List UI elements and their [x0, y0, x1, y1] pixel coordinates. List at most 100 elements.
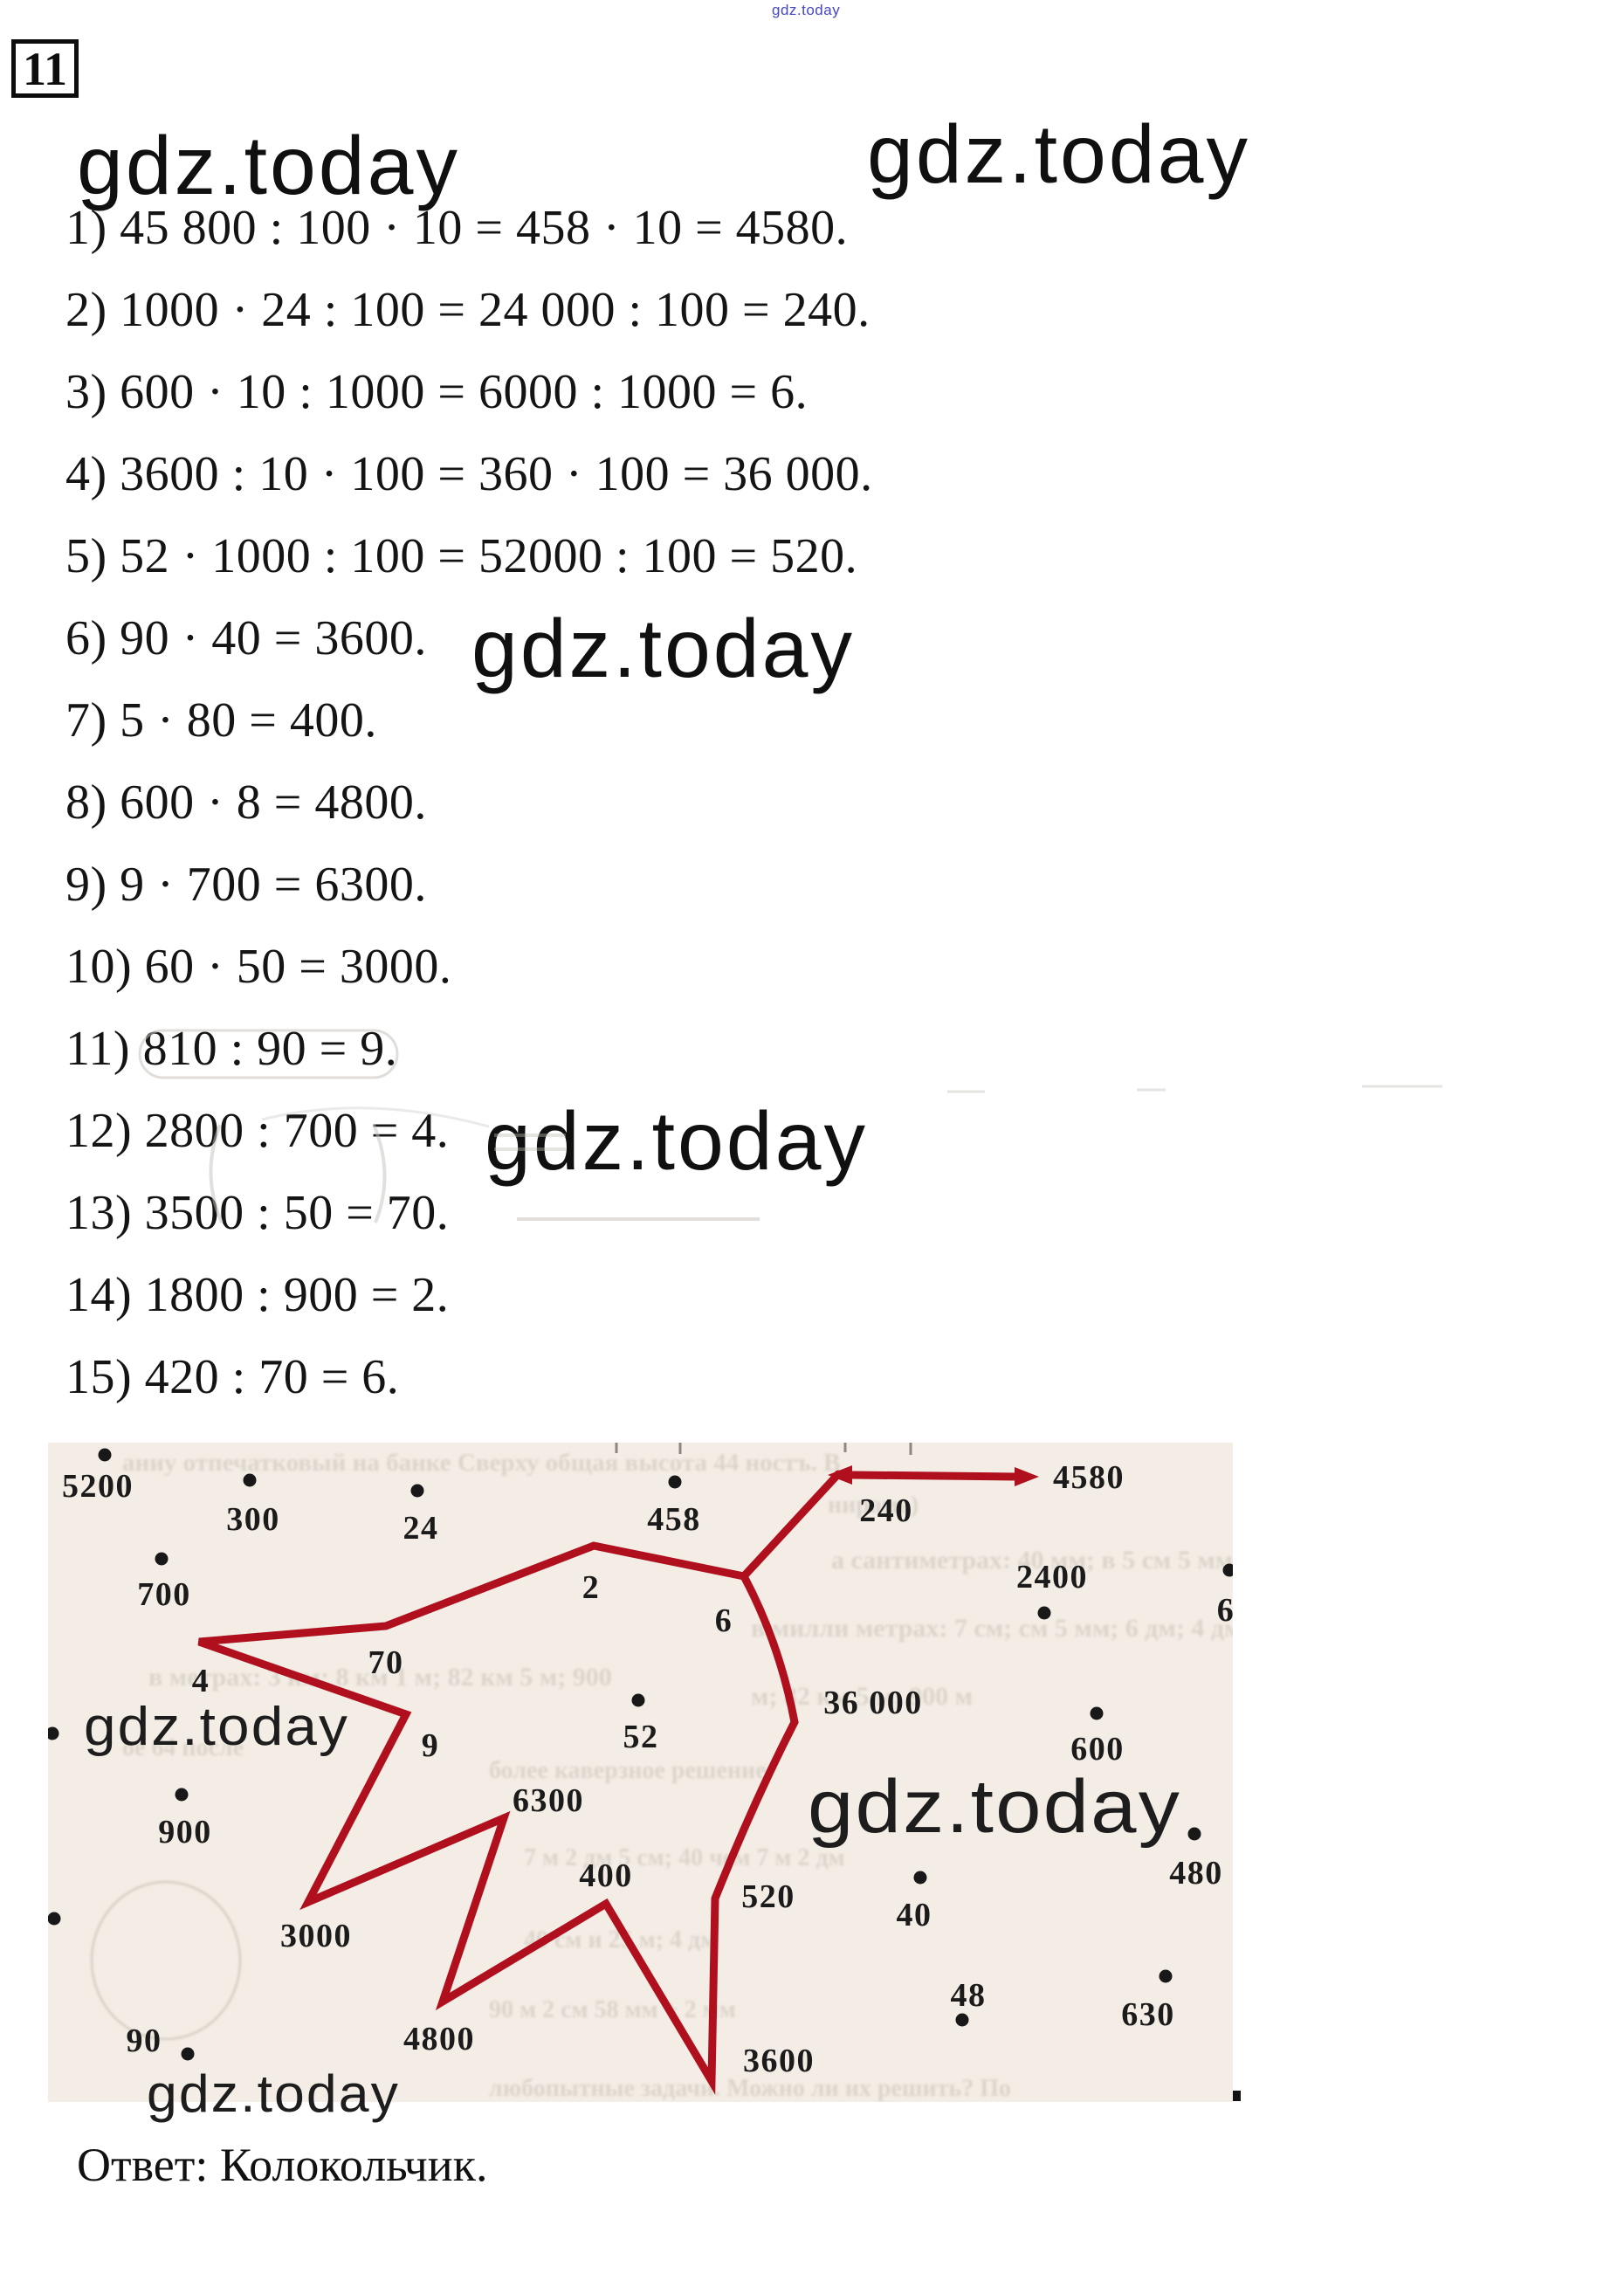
- ghost-text: в милли метрах: 7 см; см 5 мм; 6 дм; 4 д…: [751, 1614, 1304, 1643]
- scan-edge-marks: [615, 1443, 912, 1455]
- watermark-eq6: gdz.today: [471, 603, 855, 695]
- figure-dot: [155, 1552, 169, 1566]
- ghost-text: в метрах: 3 км; 8 км 1 м; 82 км 5 м; 900: [148, 1663, 612, 1692]
- figure-dot: [48, 1726, 59, 1740]
- ghost-text: любопытные задачи. Можно ли их решить? П…: [489, 2075, 1011, 2102]
- figure-label-5200: 5200: [62, 1468, 134, 1505]
- figure-label-2: 2: [582, 1569, 601, 1606]
- figure-dot: [668, 1475, 682, 1489]
- ghost-text: 7 м 2 дм 5 см; 40 чем 7 м 2 дм: [524, 1844, 845, 1871]
- figure-label-400: 400: [579, 1857, 633, 1894]
- arrowhead-right-icon: [1015, 1467, 1039, 1486]
- figure-dot: [175, 1788, 189, 1802]
- equation-line: 3) 600 · 10 : 1000 = 6000 : 1000 = 6.: [65, 365, 809, 419]
- figure-label-52: 52: [623, 1719, 659, 1755]
- ghost-stroke: [261, 1106, 490, 1128]
- figure-label-90: 90: [127, 2023, 162, 2059]
- equation-line: 9) 9 · 700 = 6300.: [65, 858, 427, 912]
- ghost-text: 90 м 2 см 58 мм + 2 мм: [489, 1996, 736, 2023]
- figure-label-9: 9: [422, 1727, 440, 1764]
- equation-line: 13) 3500 : 50 = 70.: [65, 1186, 450, 1240]
- figure-dot: [48, 1912, 61, 1926]
- answer-line: Ответ: Колокольчик.: [77, 2139, 488, 2191]
- watermark-scan: gdz.today: [84, 1697, 349, 1757]
- figure-label-36000: 36 000: [823, 1685, 923, 1721]
- ghost-dashes: [947, 1085, 1442, 1093]
- figure-dot: [410, 1484, 424, 1498]
- figure-dot: [631, 1693, 645, 1707]
- ghost-text: более каверзное решение: [489, 1757, 767, 1784]
- figure-label-4800: 4800: [403, 2021, 475, 2057]
- figure-label-40: 40: [897, 1897, 932, 1933]
- figure-label-40: 40: [0, 1781, 36, 1817]
- equation-line: 1) 45 800 : 100 · 10 = 458 · 10 = 4580.: [65, 201, 849, 255]
- figure-dot: [98, 1448, 112, 1462]
- ghost-paren-right: [372, 1124, 387, 1223]
- equation-line: 15) 420 : 70 = 6.: [65, 1350, 400, 1404]
- watermark-scan: gdz.today: [808, 1765, 1181, 1849]
- task-number-badge: 11: [11, 39, 79, 98]
- equation-line: 4) 3600 : 10 · 100 = 360 · 100 = 36 000.: [65, 447, 873, 501]
- equation-line: 7) 5 · 80 = 400.: [65, 693, 377, 748]
- equation-line: 6) 90 · 40 = 3600.: [65, 611, 427, 665]
- figure-label-900: 900: [158, 1814, 212, 1850]
- watermark-top-left: gdz.today: [77, 120, 460, 212]
- figure-label-48: 48: [951, 1977, 987, 2014]
- ghost-loop: [138, 1029, 399, 1079]
- dot-to-dot-redline: [197, 1470, 843, 2095]
- ghost-text: аниу отпечатковый на банке Сверху общая …: [122, 1449, 841, 1477]
- figure-dot: [243, 1473, 257, 1487]
- figure-label-3600: 3600: [743, 2043, 815, 2079]
- figure-label-6: 6: [1217, 1592, 1235, 1629]
- watermark-scan: gdz.today: [147, 2064, 400, 2123]
- figure-label-300: 300: [226, 1501, 280, 1538]
- task-number: 11: [22, 42, 68, 95]
- equation-line: 10) 60 · 50 = 3000.: [65, 940, 452, 994]
- ghost-text: а сантиметрах: 40 мм; в 5 см 5 мм; 2 м 8…: [831, 1546, 1350, 1575]
- figure-label-6: 6: [715, 1602, 733, 1639]
- figure-label-458: 458: [647, 1501, 701, 1538]
- figure-dot: [1159, 1969, 1173, 1983]
- watermark-tiny: gdz.today: [772, 2, 841, 18]
- equation-line: 14) 1800 : 900 = 2.: [65, 1268, 450, 1322]
- equation-line: 5) 52 · 1000 : 100 = 52000 : 100 = 520.: [65, 529, 858, 583]
- watermark-top-right: gdz.today: [867, 108, 1250, 201]
- ghost-text: ое 64 после: [122, 1734, 244, 1761]
- ghost-paren-left: [209, 1124, 224, 1223]
- figure-label-480: 480: [1169, 1855, 1223, 1892]
- figure-label-4: 4: [192, 1663, 210, 1699]
- figure-label-600: 600: [1070, 1731, 1125, 1768]
- figure-label-2400: 2400: [1016, 1559, 1088, 1595]
- figure-label-630: 630: [1121, 1996, 1175, 2033]
- figure-label-4580: 4580: [1053, 1459, 1125, 1496]
- ghost-equals: [494, 1134, 566, 1151]
- figure-dot: [1037, 1606, 1051, 1620]
- equation-line: 8) 600 · 8 = 4800.: [65, 775, 427, 830]
- watermark-eq12: gdz.today: [485, 1095, 868, 1188]
- figure-dot: [1187, 1827, 1201, 1841]
- figure-dot: [181, 2047, 195, 2061]
- figure-period: [1233, 2091, 1241, 2101]
- figure-dot: [955, 2013, 969, 2027]
- equation-line: 2) 1000 · 24 : 100 = 24 000 : 100 = 240.: [65, 283, 870, 337]
- ghost-sketch: [90, 1880, 242, 2041]
- ghost-text: нирама): [828, 1492, 919, 1519]
- figure-dot: [1090, 1706, 1104, 1720]
- figure-label-6300: 6300: [513, 1782, 584, 1819]
- figure-dot: [913, 1871, 927, 1885]
- figure-label-3000: 3000: [280, 1918, 352, 1954]
- figure-dot: [1222, 1563, 1233, 1577]
- redline-arrow-shaft: [851, 1471, 1015, 1481]
- equation-line: 12) 2800 : 700 = 4.: [65, 1104, 450, 1158]
- arrowhead-left-icon: [828, 1465, 852, 1485]
- figure-label-700: 700: [137, 1576, 191, 1613]
- figure-label-240: 240: [859, 1492, 913, 1529]
- figure-label-200: 200: [0, 1943, 41, 1980]
- figure-label-70: 70: [368, 1644, 404, 1681]
- figure-label-520: 520: [741, 1878, 795, 1915]
- figure-label-24: 24: [403, 1510, 439, 1547]
